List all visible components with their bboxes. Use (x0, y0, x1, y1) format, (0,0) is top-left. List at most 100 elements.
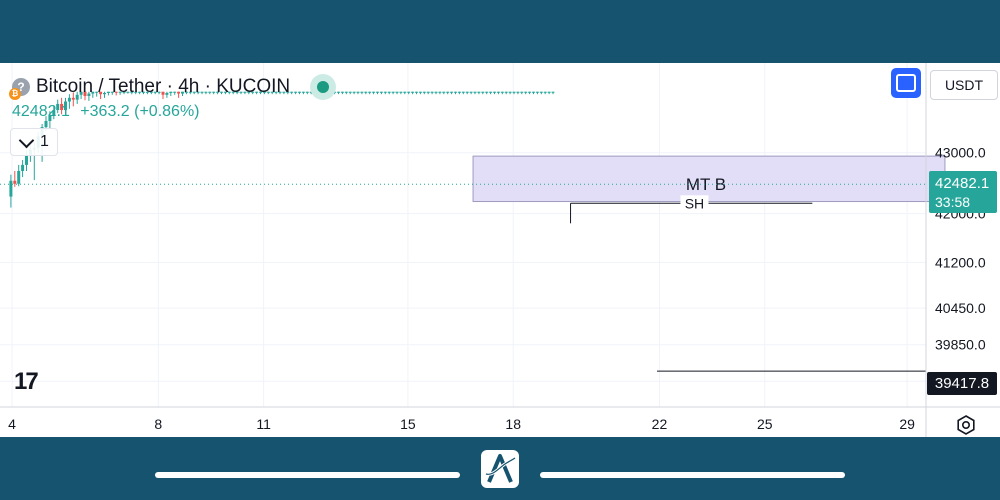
candle-body (512, 91, 516, 93)
candle-body (418, 91, 422, 93)
price-change: +363.2 (+0.86%) (80, 103, 200, 120)
candle-body (360, 91, 364, 93)
candle-body (535, 91, 539, 93)
candle-body (259, 91, 262, 93)
candle-body (294, 91, 298, 93)
market-status-icon[interactable] (310, 74, 337, 100)
candle-body (438, 91, 442, 93)
candle-body (368, 91, 372, 93)
time-axis-label: 11 (256, 416, 271, 432)
price-legend: 42482.1 +363.2 (+0.86%) (12, 103, 206, 121)
symbol-logo-glyph: ? (17, 80, 25, 94)
candle-body (407, 91, 411, 93)
last-price-label: 42482.1 (935, 175, 990, 192)
candle-body (379, 91, 383, 93)
candle-body (352, 91, 356, 93)
bar-countdown: 33:58 (935, 194, 971, 210)
candle-body (391, 91, 395, 93)
currency-selector[interactable]: USDT (930, 70, 998, 100)
candle-body (270, 91, 274, 93)
candle-body (110, 91, 114, 93)
candle-body (192, 91, 196, 93)
candle-body (165, 92, 169, 95)
candle-body (251, 91, 255, 93)
candle-body (465, 91, 469, 93)
candle-body (348, 91, 352, 93)
fullscreen-button[interactable] (891, 68, 921, 98)
candle-body (426, 91, 430, 93)
candle-body (415, 91, 418, 93)
indicators-toggle-button[interactable]: 1 (10, 128, 58, 156)
candle-body (145, 91, 149, 93)
candle-body (337, 91, 340, 93)
candle-body (485, 91, 489, 93)
candle-body (340, 91, 344, 93)
candle-body (504, 91, 508, 93)
time-axis-label: 22 (652, 416, 668, 432)
candle-body (71, 97, 75, 100)
candle-body (547, 91, 551, 93)
candle-body (500, 91, 504, 93)
candle-body (520, 91, 524, 93)
candle-body (450, 91, 454, 93)
candle-body (457, 91, 461, 93)
candle-body (469, 91, 473, 93)
chevron-down-icon (18, 132, 35, 148)
candle-body (181, 91, 184, 94)
candle-body (473, 91, 477, 93)
time-axis-label: 18 (505, 416, 521, 432)
tradingview-logo[interactable]: 17 (14, 368, 39, 395)
candle-body (25, 155, 28, 165)
candle-body (528, 91, 532, 93)
candle-body (461, 91, 465, 93)
candle-body (481, 91, 485, 93)
candle-body (177, 91, 181, 94)
chart-panel[interactable]: MT B SH 43000.0 42000.0 41200.0 40450.0 39850… (0, 63, 1000, 437)
candle-body (286, 91, 290, 93)
candle-body (298, 91, 301, 93)
last-price-tag: 42482.1 33:58 (929, 171, 997, 213)
candle-body (395, 91, 399, 93)
candle-body (434, 91, 438, 93)
symbol-title[interactable]: Bitcoin / Tether · 4h · KUCOIN (36, 76, 291, 97)
app-logo (481, 450, 519, 488)
settings-icon[interactable] (956, 415, 976, 435)
candle-body (56, 103, 60, 111)
candle-body (216, 91, 220, 93)
candle-body (223, 91, 227, 93)
bottom-bar (0, 437, 1000, 500)
swing-high-label-bg (680, 195, 709, 212)
candle-body (173, 91, 177, 93)
candle-body (231, 91, 235, 93)
candle-body (364, 91, 368, 93)
current-price: 42482.1 (12, 103, 70, 120)
symbol-header[interactable]: ? ₿ Bitcoin / Tether · 4h · KUCOIN (9, 74, 337, 100)
candle-body (403, 91, 407, 93)
price-axis-label: 43000.0 (935, 145, 986, 161)
candle-body (372, 91, 376, 93)
candle-body (508, 91, 512, 93)
candle-body (95, 91, 99, 93)
candle-body (130, 91, 134, 93)
candle-body (212, 91, 216, 93)
candle-body (126, 91, 130, 93)
candle-body (344, 91, 348, 93)
candle-body (243, 91, 247, 93)
candle-body (17, 170, 21, 184)
candle-body (138, 91, 142, 93)
candle-body (255, 91, 259, 93)
decorative-bar-right (540, 472, 845, 478)
candle-body (301, 91, 305, 93)
candle-body (99, 91, 103, 95)
bitcoin-tether-icon: ? ₿ (9, 78, 30, 100)
candle-body (262, 91, 266, 93)
candle-body (383, 91, 387, 93)
fullscreen-icon (896, 74, 916, 92)
candle-body (516, 91, 520, 93)
candle-body (356, 91, 360, 93)
candle-body (13, 180, 17, 184)
candle-body (52, 110, 56, 116)
candle-body (44, 121, 48, 128)
candle-body (196, 91, 200, 93)
candle-body (532, 91, 535, 93)
